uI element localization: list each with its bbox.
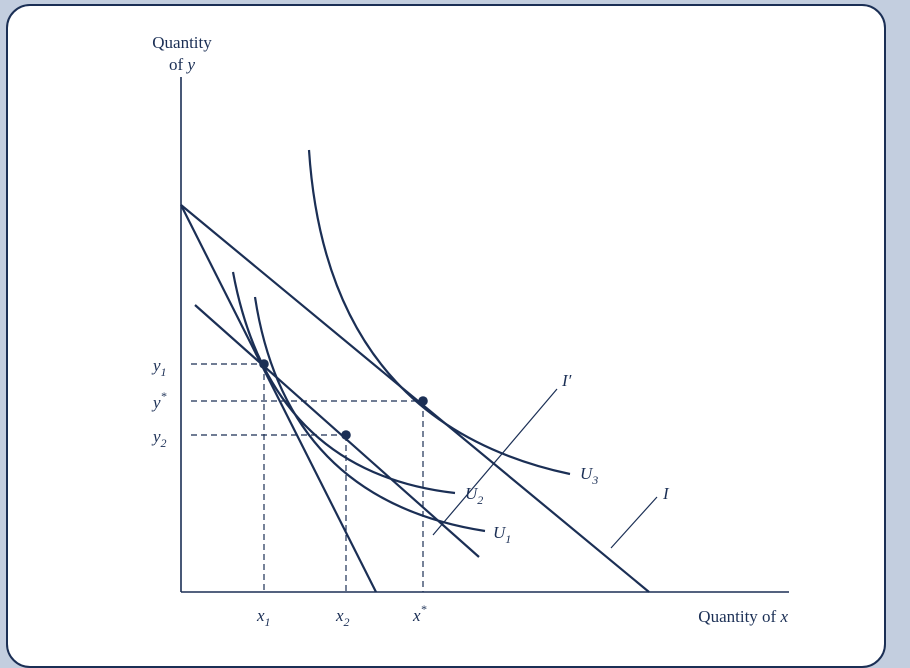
label-u1: U1 bbox=[493, 523, 511, 546]
y-axis-label-line2: of y bbox=[169, 55, 195, 74]
point-x1-y1 bbox=[259, 359, 269, 369]
figure-panel: Quantity of y Quantity of x x1 x2 x* y1 … bbox=[6, 4, 886, 668]
budget-line-steep bbox=[180, 204, 377, 593]
y-axis-label-line1: Quantity bbox=[152, 33, 212, 52]
y-tick-y2: y2 bbox=[151, 427, 167, 450]
y-tick-ystar: y* bbox=[151, 389, 167, 412]
label-u2: U2 bbox=[465, 484, 483, 507]
x-tick-x1: x1 bbox=[256, 606, 271, 629]
i-prime-leader bbox=[432, 388, 558, 536]
i-leader bbox=[610, 496, 658, 549]
y-tick-y1: y1 bbox=[151, 356, 167, 379]
indifference-curve-u2 bbox=[231, 271, 456, 495]
label-u3: U3 bbox=[580, 464, 598, 487]
budget-line-i bbox=[180, 204, 650, 593]
point-xstar-ystar bbox=[418, 396, 428, 406]
indifference-curve-u1 bbox=[253, 296, 486, 533]
x-tick-x2: x2 bbox=[335, 606, 350, 629]
diagram-svg: Quantity of y Quantity of x x1 x2 x* y1 … bbox=[151, 33, 789, 629]
label-i: I bbox=[662, 484, 670, 503]
label-i-prime: I′ bbox=[561, 371, 572, 390]
budget-line-i-prime bbox=[194, 304, 480, 558]
point-x2-y2 bbox=[341, 430, 351, 440]
x-tick-xstar: x* bbox=[412, 602, 427, 625]
x-axis-label: Quantity of x bbox=[698, 607, 788, 626]
indifference-curve-u3 bbox=[307, 149, 571, 476]
